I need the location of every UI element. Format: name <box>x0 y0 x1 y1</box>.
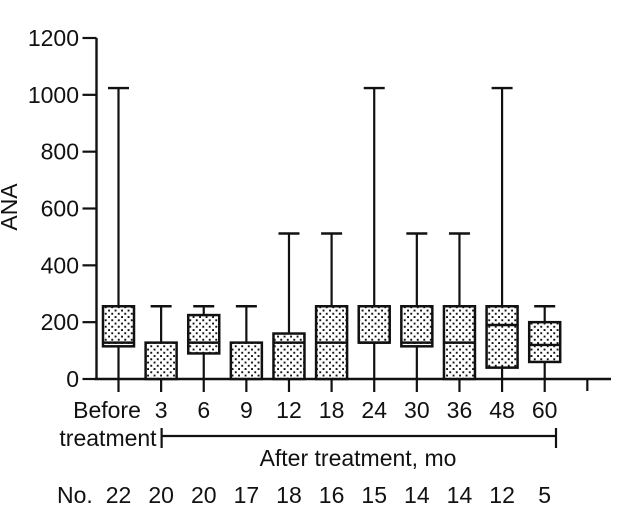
box-9 <box>229 341 264 381</box>
box-before-treatment <box>101 305 136 348</box>
x-category-label: 48 <box>489 397 515 423</box>
x-category-label: 9 <box>240 397 253 423</box>
count-value: 18 <box>276 482 302 507</box>
y-tick-label: 1200 <box>28 25 79 51</box>
y-axis-title: ANA <box>0 183 22 231</box>
y-tick-label: 0 <box>66 366 79 392</box>
x-category-label: 12 <box>276 397 302 423</box>
count-value: 16 <box>319 482 345 507</box>
box-6 <box>186 313 221 355</box>
x-category-label: 18 <box>319 397 345 423</box>
y-tick-label: 200 <box>41 309 79 335</box>
category-before-line2: treatment <box>59 425 157 451</box>
count-value: 14 <box>447 482 473 507</box>
y-tick-label: 800 <box>41 139 79 165</box>
count-value: 5 <box>538 482 551 507</box>
count-value: 12 <box>489 482 515 507</box>
count-value: 20 <box>148 482 174 507</box>
x-category-label: 3 <box>155 397 168 423</box>
count-value: 17 <box>234 482 260 507</box>
y-tick-label: 1000 <box>28 82 79 108</box>
x-category-label: 36 <box>447 397 473 423</box>
box-12 <box>272 332 306 381</box>
box-48 <box>485 305 519 369</box>
category-before-line1: Before <box>73 397 141 423</box>
count-value: 15 <box>361 482 387 507</box>
count-value: 20 <box>191 482 217 507</box>
x-category-label: 6 <box>197 397 210 423</box>
box-24 <box>357 305 391 344</box>
counts-row-label: No. <box>57 482 93 507</box>
count-value: 14 <box>404 482 430 507</box>
count-value: 22 <box>106 482 132 507</box>
x-category-label: 30 <box>404 397 430 423</box>
x-category-label: 60 <box>532 397 558 423</box>
box-3 <box>144 341 178 381</box>
x-category-label: 24 <box>361 397 387 423</box>
box-60 <box>527 320 562 364</box>
y-tick-label: 400 <box>41 252 79 278</box>
box-30 <box>400 305 434 348</box>
y-tick-label: 600 <box>41 196 79 222</box>
after-treatment-group-label: After treatment, mo <box>260 445 457 471</box>
